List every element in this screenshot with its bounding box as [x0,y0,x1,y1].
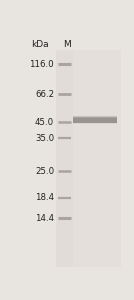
Text: 14.4: 14.4 [35,214,54,223]
Bar [73,50,121,267]
Bar [56,50,73,267]
Text: 18.4: 18.4 [35,193,54,202]
Text: 116.0: 116.0 [29,60,54,69]
Text: M: M [63,40,70,49]
Text: 25.0: 25.0 [35,167,54,176]
Text: 45.0: 45.0 [35,118,54,127]
Text: kDa: kDa [31,40,48,49]
Text: 66.2: 66.2 [35,90,54,99]
Text: 35.0: 35.0 [35,134,54,142]
